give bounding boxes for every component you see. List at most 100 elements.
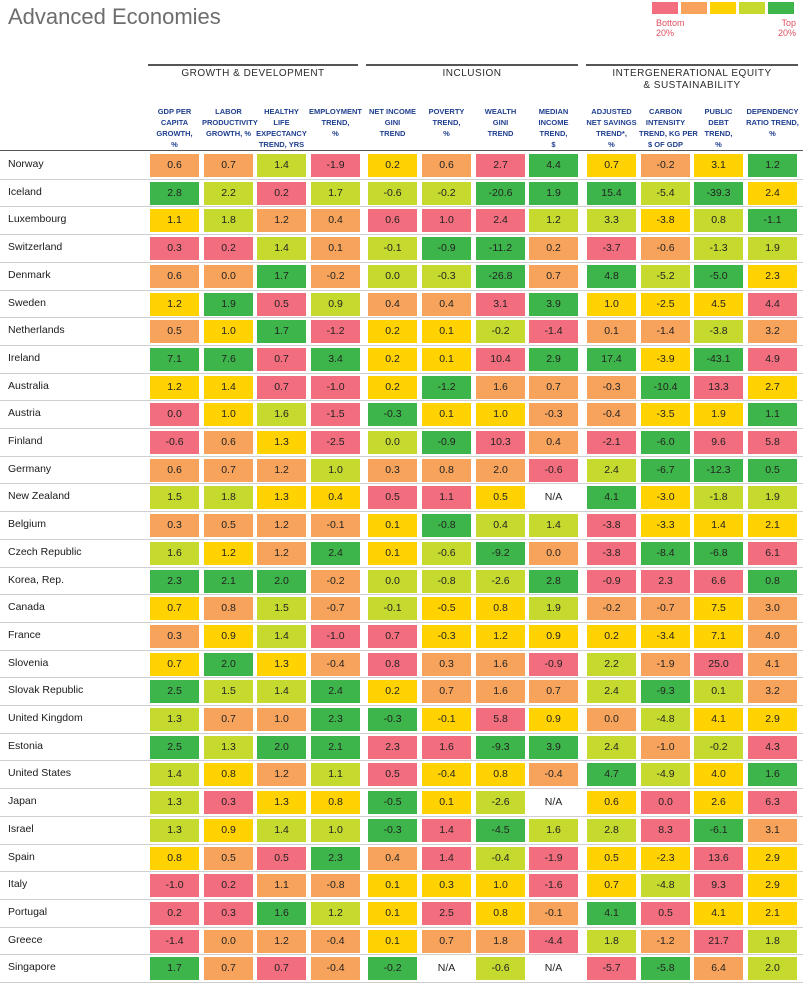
table-cell: 1.2 (257, 458, 306, 482)
table-cell: 0.8 (748, 569, 797, 593)
table-cell: -1.8 (694, 486, 743, 510)
table-cell: 2.9 (748, 874, 797, 898)
table-cell: 2.4 (748, 181, 797, 205)
table-cell: 1.2 (257, 209, 306, 233)
table-cell: 8.3 (641, 818, 690, 842)
table-cell: -1.6 (529, 874, 578, 898)
row-divider (0, 898, 803, 900)
table-cell: 1.3 (257, 486, 306, 510)
table-cell: 1.7 (150, 957, 199, 981)
table-cell: 3.9 (529, 735, 578, 759)
row-label: Slovenia (8, 656, 49, 669)
table-cell: -0.3 (422, 624, 471, 648)
table-cell: -2.5 (641, 292, 690, 316)
legend-swatch-4 (739, 2, 765, 14)
table-cell: -0.6 (476, 957, 525, 981)
table-cell: -9.3 (641, 680, 690, 704)
table-cell: 0.8 (368, 652, 417, 676)
row-divider (0, 621, 803, 623)
row-divider (0, 982, 803, 983)
table-cell: 10.3 (476, 431, 525, 454)
table-cell: 0.7 (422, 680, 471, 704)
table-cell: 1.3 (150, 791, 199, 815)
table-cell: -1.0 (150, 874, 199, 898)
table-cell: -1.2 (422, 375, 471, 399)
table-cell: 4.1 (587, 486, 636, 510)
table-cell: -5.4 (641, 181, 690, 205)
table-cell: -10.4 (641, 375, 690, 399)
table-cell: 0.7 (422, 929, 471, 953)
table-cell: 3.1 (694, 154, 743, 177)
table-cell: 0.7 (529, 375, 578, 399)
row-label: Australia (8, 379, 49, 392)
table-cell: 2.0 (476, 458, 525, 482)
table-cell: 3.9 (529, 292, 578, 316)
row-label: Norway (8, 158, 44, 170)
column-header: HEALTHY LIFE EXPECTANCY TREND, YRS (256, 107, 307, 149)
table-cell: 1.8 (748, 929, 797, 953)
table-cell: 0.7 (204, 708, 253, 731)
column-header: POVERTY TREND, % (428, 107, 465, 138)
table-cell: -1.4 (150, 929, 199, 953)
row-label: Portugal (8, 905, 48, 918)
row-divider (0, 677, 803, 679)
table-cell: -0.1 (422, 708, 471, 731)
table-cell: -0.1 (311, 514, 360, 538)
table-cell: 0.2 (368, 320, 417, 344)
table-cell: -0.4 (422, 763, 471, 787)
table-cell: 1.4 (257, 818, 306, 842)
table-cell: 13.6 (694, 846, 743, 870)
row-divider (0, 178, 803, 180)
table-cell: 2.3 (748, 264, 797, 288)
table-cell: 0.4 (422, 292, 471, 316)
table-cell: 1.3 (204, 735, 253, 759)
row-divider (0, 317, 803, 319)
table-cell: 0.1 (368, 541, 417, 565)
table-cell: -12.3 (694, 458, 743, 482)
row-divider (0, 372, 803, 374)
table-cell: 1.7 (311, 181, 360, 205)
table-cell: -0.4 (311, 957, 360, 981)
table-cell: N/A (544, 796, 563, 809)
table-cell: 2.4 (587, 735, 636, 759)
table-cell: -5.2 (641, 264, 690, 288)
column-header: DEPENDENCY RATIO TREND, % (746, 107, 799, 138)
table-cell: 10.4 (476, 347, 525, 371)
table-cell: 0.7 (150, 652, 199, 676)
row-divider (0, 455, 803, 457)
table-cell: -0.4 (311, 652, 360, 676)
table-cell: -0.2 (587, 597, 636, 621)
table-cell: 0.7 (150, 597, 199, 621)
table-cell: 1.4 (529, 514, 578, 538)
column-header: NET INCOME GINI TREND (368, 107, 417, 138)
table-cell: 6.6 (694, 569, 743, 593)
table-cell: -3.4 (641, 624, 690, 648)
table-cell: 2.0 (257, 735, 306, 759)
table-cell: 1.8 (204, 209, 253, 233)
table-cell: -1.2 (311, 320, 360, 344)
table-cell: -3.0 (641, 486, 690, 510)
table-cell: 0.5 (150, 320, 199, 344)
table-cell: 0.5 (368, 486, 417, 510)
table-cell: 7.5 (694, 597, 743, 621)
table-cell: 2.3 (311, 846, 360, 870)
row-label: Iceland (8, 185, 42, 198)
table-cell: 0.0 (150, 403, 199, 427)
table-cell: 0.5 (587, 846, 636, 870)
table-cell: 2.7 (476, 154, 525, 177)
table-cell: -43.1 (694, 347, 743, 371)
table-cell: 2.5 (150, 735, 199, 759)
table-cell: 2.4 (587, 458, 636, 482)
table-cell: 0.7 (529, 264, 578, 288)
row-label: Czech Republic (8, 545, 82, 558)
table-cell: -6.0 (641, 431, 690, 454)
table-cell: 0.5 (204, 514, 253, 538)
table-cell: 7.1 (694, 624, 743, 648)
table-cell: 0.8 (476, 901, 525, 925)
table-cell: 0.2 (368, 347, 417, 371)
table-cell: 1.2 (150, 375, 199, 399)
group-rule-inclusion (366, 64, 578, 66)
row-divider (0, 344, 803, 346)
table-cell: 0.9 (204, 624, 253, 648)
table-cell: 0.7 (204, 458, 253, 482)
